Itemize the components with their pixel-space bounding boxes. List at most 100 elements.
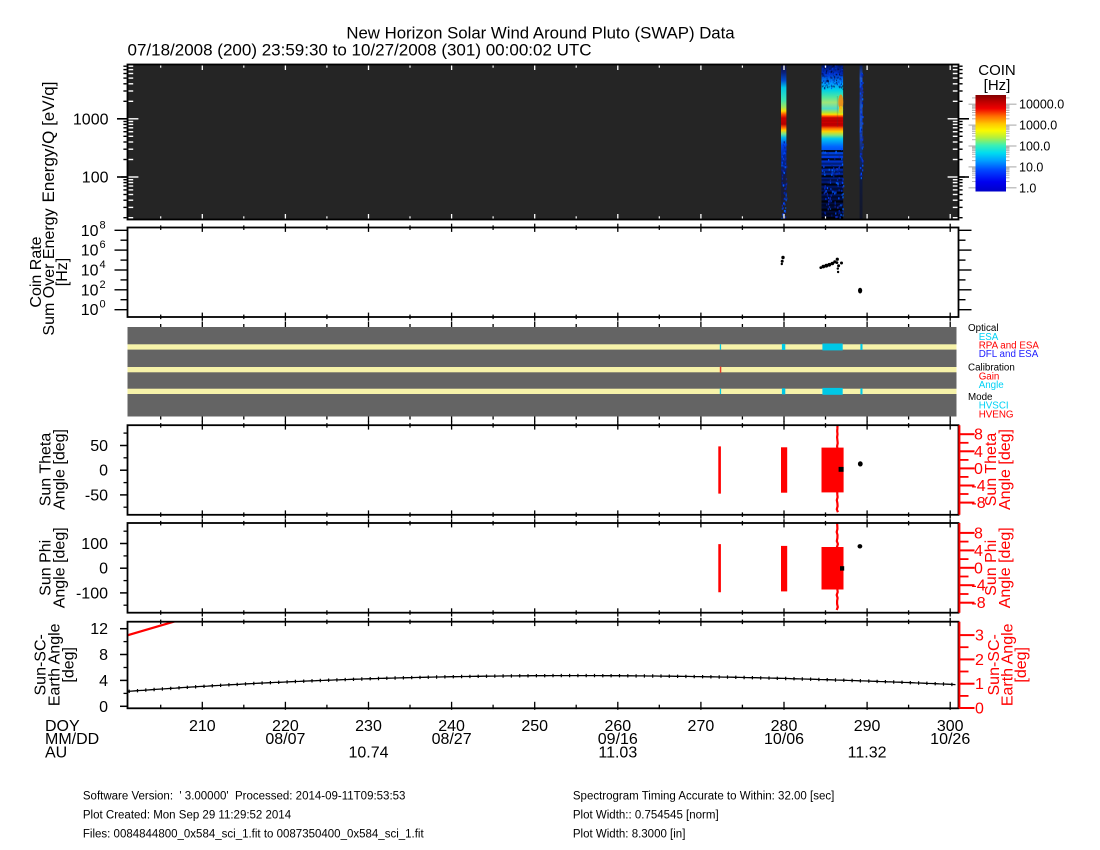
svg-text:Sun-SC-: Sun-SC- (33, 634, 50, 695)
svg-text:10.74: 10.74 (348, 745, 388, 762)
svg-text:8: 8 (974, 427, 983, 444)
svg-text:Plot Width:: 0.754545 [norm]: Plot Width:: 0.754545 [norm] (573, 809, 719, 821)
svg-text:10.0: 10.0 (1019, 160, 1043, 174)
svg-text:8: 8 (974, 525, 983, 542)
svg-text:6: 6 (100, 239, 106, 251)
svg-text:DOY: DOY (45, 718, 80, 735)
svg-text:HVENG: HVENG (979, 409, 1014, 420)
svg-text:DFL and ESA: DFL and ESA (979, 349, 1039, 360)
svg-text:[Hz]: [Hz] (54, 258, 71, 286)
svg-text:Sun Phi: Sun Phi (983, 540, 1000, 596)
svg-text:12: 12 (90, 621, 108, 638)
svg-text:-100: -100 (76, 585, 108, 602)
svg-text:08/27: 08/27 (432, 731, 472, 748)
svg-text:100: 100 (81, 536, 108, 553)
svg-text:Sun Theta: Sun Theta (38, 433, 55, 507)
svg-text:280: 280 (771, 718, 798, 735)
svg-text:0: 0 (99, 463, 108, 480)
svg-text:COIN: COIN (978, 62, 1016, 79)
svg-text:Calibration: Calibration (968, 362, 1015, 373)
svg-text:Spectrogram Timing Accurate to: Spectrogram Timing Accurate to Within: 3… (573, 790, 834, 802)
svg-text:0: 0 (974, 461, 983, 478)
svg-text:Sun Phi: Sun Phi (38, 540, 55, 596)
svg-text:RPA and ESA: RPA and ESA (979, 340, 1040, 351)
svg-text:New Horizon Solar Wind Around: New Horizon Solar Wind Around Pluto (SWA… (346, 24, 735, 43)
svg-text:8: 8 (100, 219, 106, 231)
svg-text:0: 0 (975, 701, 984, 718)
svg-text:4: 4 (974, 444, 983, 461)
svg-text:260: 260 (604, 718, 631, 735)
svg-text:220: 220 (272, 718, 299, 735)
svg-text:0: 0 (100, 299, 106, 311)
svg-text:Software Version: ' 3.00000': Software Version: ' 3.00000' Processed: … (83, 790, 406, 802)
svg-text:-8: -8 (971, 595, 985, 612)
svg-text:[deg]: [deg] (1013, 647, 1030, 683)
svg-text:10: 10 (81, 302, 99, 319)
svg-text:1.0: 1.0 (1019, 181, 1036, 195)
svg-text:8: 8 (99, 647, 108, 664)
svg-text:290: 290 (854, 718, 881, 735)
svg-text:-50: -50 (85, 487, 108, 504)
svg-text:Sun-SC-: Sun-SC- (986, 634, 1003, 695)
svg-text:07/18/2008 (200) 23:59:30 to 1: 07/18/2008 (200) 23:59:30 to 10/27/2008 … (128, 41, 592, 60)
svg-text:4: 4 (99, 673, 108, 690)
svg-text:Gain: Gain (979, 372, 1000, 383)
svg-text:3: 3 (975, 628, 984, 645)
svg-text:[deg]: [deg] (61, 647, 78, 683)
svg-text:230: 230 (355, 718, 382, 735)
svg-text:1000: 1000 (73, 111, 109, 128)
svg-text:Angle [deg]: Angle [deg] (52, 429, 69, 510)
svg-text:HVSCI: HVSCI (979, 400, 1009, 411)
svg-text:0: 0 (974, 560, 983, 577)
svg-text:11.32: 11.32 (848, 745, 887, 762)
svg-text:0: 0 (99, 699, 108, 716)
svg-text:Coin Rate: Coin Rate (28, 236, 45, 307)
svg-text:Files: 0084844800_0x584_sci_1.: Files: 0084844800_0x584_sci_1.fit to 008… (83, 828, 425, 840)
svg-text:1000.0: 1000.0 (1019, 119, 1057, 133)
svg-text:Mode: Mode (968, 392, 993, 403)
svg-text:Plot Width: 8.3000 [in]: Plot Width: 8.3000 [in] (573, 828, 686, 840)
svg-text:AU: AU (45, 745, 67, 762)
svg-text:Angle [deg]: Angle [deg] (997, 429, 1014, 510)
svg-text:100.0: 100.0 (1019, 140, 1050, 154)
svg-text:Earth Angle: Earth Angle (47, 623, 64, 706)
svg-text:10/06: 10/06 (764, 731, 804, 748)
svg-text:Angle [deg]: Angle [deg] (997, 527, 1014, 608)
svg-text:210: 210 (189, 718, 216, 735)
svg-text:Optical: Optical (968, 323, 999, 334)
svg-text:240: 240 (438, 718, 465, 735)
svg-text:2: 2 (975, 652, 984, 669)
svg-text:10: 10 (81, 263, 99, 280)
svg-text:10: 10 (81, 223, 99, 240)
svg-text:250: 250 (521, 718, 548, 735)
svg-text:Sum Over Energy: Sum Over Energy (41, 208, 58, 335)
svg-text:-8: -8 (971, 495, 985, 512)
svg-text:2: 2 (100, 279, 106, 291)
svg-text:Plot Created: Mon Sep 29 11:29: Plot Created: Mon Sep 29 11:29:52 2014 (83, 809, 292, 821)
svg-text:MM/DD: MM/DD (45, 731, 99, 748)
svg-text:50: 50 (90, 438, 108, 455)
svg-text:270: 270 (688, 718, 715, 735)
svg-text:-4: -4 (971, 578, 985, 595)
svg-text:Energy/Q [eV/q]: Energy/Q [eV/q] (39, 82, 58, 203)
svg-text:Angle: Angle (979, 380, 1005, 391)
svg-text:Angle [deg]: Angle [deg] (52, 527, 69, 608)
svg-text:Sun Theta: Sun Theta (983, 433, 1000, 507)
svg-text:Earth Angle: Earth Angle (1000, 623, 1017, 706)
svg-text:1: 1 (975, 676, 984, 693)
svg-text:10000.0: 10000.0 (1019, 98, 1064, 112)
svg-text:-4: -4 (971, 478, 985, 495)
svg-text:ESA: ESA (979, 332, 999, 343)
svg-text:10/26: 10/26 (930, 731, 970, 748)
svg-text:[Hz]: [Hz] (984, 77, 1011, 94)
svg-text:09/16: 09/16 (598, 731, 638, 748)
svg-text:300: 300 (937, 718, 964, 735)
svg-text:4: 4 (100, 259, 106, 271)
svg-text:100: 100 (82, 170, 109, 187)
svg-text:0: 0 (99, 561, 108, 578)
svg-text:08/07: 08/07 (265, 731, 305, 748)
svg-text:11.03: 11.03 (598, 745, 637, 762)
svg-text:10: 10 (81, 243, 99, 260)
svg-text:4: 4 (974, 543, 983, 560)
svg-text:10: 10 (81, 282, 99, 299)
